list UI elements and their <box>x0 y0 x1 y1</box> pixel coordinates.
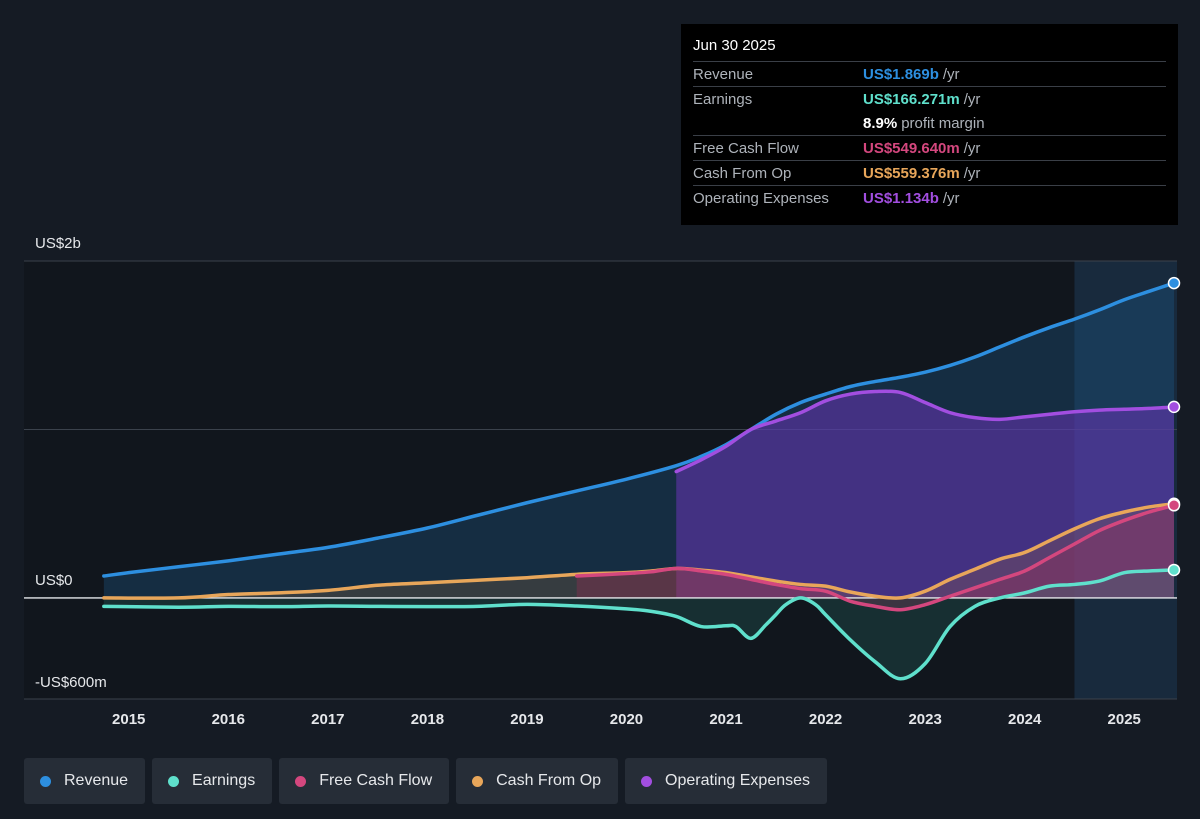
cash-from-op-line <box>102 502 1176 600</box>
x-tick-label: 2022 <box>809 711 842 728</box>
tooltip-label: Revenue <box>693 65 754 83</box>
legend-label: Earnings <box>192 772 256 789</box>
free-cash-flow-area <box>576 505 1174 610</box>
x-tick-label: 2020 <box>610 711 643 728</box>
tooltip-label: Operating Expenses <box>693 189 829 207</box>
revenue-line <box>102 281 1176 578</box>
tooltip-row-revenue: Revenue US$1.869b /yr <box>693 61 1166 86</box>
earnings-area <box>103 569 1175 679</box>
y-tick-label-bottom: -US$600m <box>35 674 107 691</box>
x-tick-label: 2016 <box>212 711 245 728</box>
tooltip-value: US$166.271m <box>863 90 960 108</box>
tooltip-label: Cash From Op <box>693 164 792 182</box>
legend-dot-icon <box>641 775 653 787</box>
legend-label: Free Cash Flow <box>319 772 433 789</box>
legend-item-operating-expenses[interactable]: Operating Expenses <box>625 758 828 804</box>
earnings-endpoint <box>1167 563 1181 577</box>
revenue-endpoint <box>1167 276 1181 290</box>
tooltip-row-free-cash-flow: Free Cash Flow US$549.640m /yr <box>693 135 1166 160</box>
legend-dot-icon <box>168 775 180 787</box>
earnings-line <box>102 568 1176 681</box>
legend-item-free-cash-flow[interactable]: Free Cash Flow <box>279 758 450 804</box>
tooltip-unit: /yr <box>963 139 981 157</box>
tooltip-unit: profit margin <box>901 114 985 132</box>
legend-item-cash-from-op[interactable]: Cash From Op <box>456 758 619 804</box>
x-tick-label: 2024 <box>1008 711 1042 728</box>
data-tooltip: Jun 30 2025 Revenue US$1.869b /yr Earnin… <box>681 24 1178 225</box>
legend-label: Revenue <box>64 772 129 789</box>
x-tick-label: 2021 <box>709 711 742 728</box>
x-tick-label: 2019 <box>510 711 543 728</box>
tooltip-row-profit-margin: 8.9% profit margin <box>693 111 1166 135</box>
legend-dot-icon <box>472 775 484 787</box>
x-tick-label: 2023 <box>908 711 941 728</box>
tooltip-unit: /yr <box>942 189 960 207</box>
legend-item-earnings[interactable]: Earnings <box>152 758 273 804</box>
legend: Revenue Earnings Free Cash Flow Cash Fro… <box>24 758 828 804</box>
operating-expenses-endpoint <box>1167 400 1181 414</box>
legend-label: Operating Expenses <box>665 772 811 789</box>
tooltip-row-cash-from-op: Cash From Op US$559.376m /yr <box>693 160 1166 185</box>
legend-item-revenue[interactable]: Revenue <box>24 758 146 804</box>
tooltip-value: US$1.134b <box>863 189 939 207</box>
y-tick-label-top: US$2b <box>35 235 81 252</box>
tooltip-row-operating-expenses: Operating Expenses US$1.134b /yr <box>693 185 1166 210</box>
operating-expenses-line <box>674 389 1176 474</box>
legend-dot-icon <box>295 775 307 787</box>
legend-label: Cash From Op <box>496 772 602 789</box>
x-tick-label: 2017 <box>311 711 344 728</box>
x-tick-label: 2025 <box>1108 711 1141 728</box>
tooltip-unit: /yr <box>963 164 981 182</box>
tooltip-value: US$549.640m <box>863 139 960 157</box>
tooltip-unit: /yr <box>963 90 981 108</box>
x-tick-label: 2015 <box>112 711 145 728</box>
y-tick-label-zero: US$0 <box>35 572 73 589</box>
tooltip-label: Free Cash Flow <box>693 139 799 157</box>
tooltip-value: 8.9% <box>863 114 898 132</box>
tooltip-label: Earnings <box>693 90 753 108</box>
free-cash-flow-endpoint <box>1167 499 1181 512</box>
cash-from-op-area <box>103 503 1175 599</box>
tooltip-value: US$1.869b <box>863 65 939 83</box>
x-tick-label: 2018 <box>411 711 444 728</box>
tooltip-row-earnings: Earnings US$166.271m /yr <box>693 86 1166 111</box>
tooltip-date: Jun 30 2025 <box>693 37 776 54</box>
legend-dot-icon <box>40 775 51 787</box>
tooltip-value: US$559.376m <box>863 164 960 182</box>
operating-expenses-area <box>676 391 1174 598</box>
tooltip-unit: /yr <box>942 65 960 83</box>
free-cash-flow-line <box>574 503 1176 612</box>
